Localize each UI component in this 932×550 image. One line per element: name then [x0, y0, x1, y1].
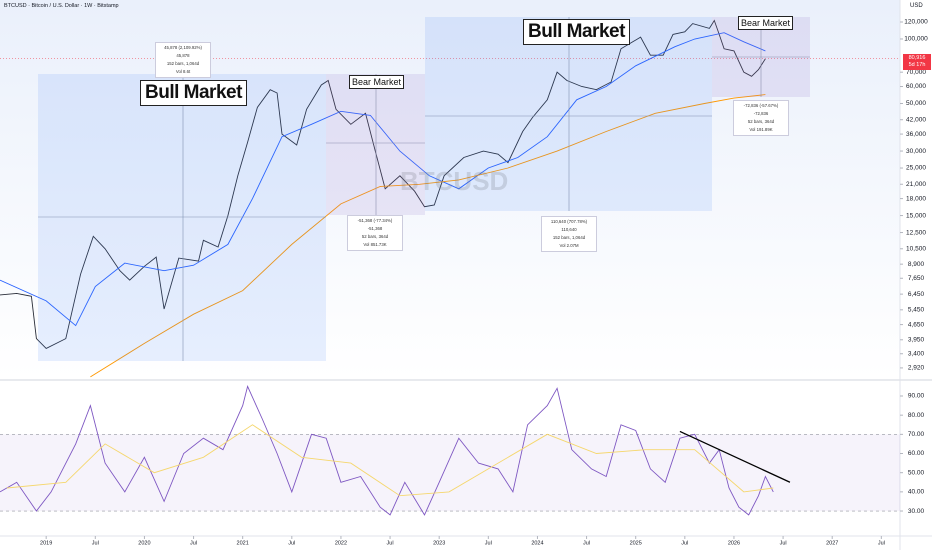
- y-tick-label: 80.00: [908, 412, 925, 419]
- y-tick-label: 6,450: [908, 291, 925, 298]
- measure-info: -51,368 (-77.34%) -51,368 52 bars, 364d Vo…: [347, 215, 403, 251]
- x-tick-label: Jul: [583, 540, 590, 546]
- measure-text: 52 bars, 364d: [747, 119, 775, 124]
- x-tick-label: 2027: [826, 540, 838, 546]
- box-title: Bear Market: [349, 75, 405, 89]
- x-tick-label: Jul: [190, 540, 197, 546]
- countdown: 5d 17h: [908, 61, 926, 68]
- measure-text: 152 bars, 1,064d: [552, 235, 586, 240]
- y-tick-label: 60,000: [906, 83, 926, 90]
- y-tick-label: 18,000: [906, 195, 926, 202]
- y-tick-label: 2,920: [908, 365, 925, 372]
- x-tick-label: 2023: [433, 540, 445, 546]
- price-pane: [0, 0, 900, 378]
- y-tick-label: 30.00: [908, 508, 925, 515]
- currency-label: USD: [910, 3, 923, 9]
- trend-line: [679, 430, 791, 483]
- range-box: [425, 17, 712, 211]
- series-line: [0, 19, 766, 349]
- x-tick-label: 2019: [40, 540, 52, 546]
- measure-text: -72,836 (-57.67%) -72,836: [743, 103, 779, 116]
- measure-info: 110,640 (707.78%) 110,640 152 bars, 1,064…: [541, 216, 597, 252]
- y-tick-label: 100,000: [904, 36, 928, 43]
- y-tick-label: 70.00: [908, 431, 925, 438]
- symbol-header[interactable]: BTCUSD · Bitcoin / U.S. Dollar · 1W · Bi…: [4, 3, 119, 9]
- y-tick-label: 70,000: [906, 69, 926, 76]
- measure-text: 52 bars, 364d: [361, 234, 389, 239]
- x-tick-label: Jul: [288, 540, 295, 546]
- watermark: BTCUSD: [400, 166, 509, 196]
- last-price: 80,916: [908, 54, 926, 61]
- measure-text: Vol 2.07M: [559, 243, 579, 248]
- x-tick-label: 2025: [630, 540, 642, 546]
- y-tick-label: 120,000: [904, 19, 928, 26]
- x-tick-label: 2026: [728, 540, 740, 546]
- x-tick-label: Jul: [387, 540, 394, 546]
- y-tick-label: 90.00: [908, 393, 925, 400]
- y-tick-label: 50.00: [908, 469, 925, 476]
- annotations: [38, 17, 810, 361]
- series-line: [90, 94, 766, 378]
- box-title: Bear Market: [738, 16, 794, 30]
- y-tick-label: 3,950: [908, 337, 925, 344]
- y-tick-label: 50,000: [906, 100, 926, 107]
- y-tick-label: 4,650: [908, 321, 925, 328]
- y-tick-label: 5,450: [908, 307, 925, 314]
- measure-text: 152 bars, 1,064d: [166, 61, 200, 66]
- measure-text: Vol 191.89K: [749, 127, 773, 132]
- x-tick-label: 2022: [335, 540, 347, 546]
- y-tick-label: 30,000: [906, 148, 926, 155]
- range-box: [712, 17, 810, 97]
- y-tick-label: 60.00: [908, 450, 925, 457]
- x-tick-label: Jul: [780, 540, 787, 546]
- measure-text: Vol 851.73K: [363, 242, 387, 247]
- x-tick-label: 2020: [138, 540, 150, 546]
- y-tick-label: 10,500: [906, 245, 926, 252]
- last-price-badge: 80,916 5d 17h: [903, 53, 931, 70]
- range-box: [326, 74, 425, 215]
- box-title: Bull Market: [140, 80, 247, 106]
- measure-info: -72,836 (-57.67%) -72,836 52 bars, 364d Vo…: [733, 100, 789, 136]
- x-tick-label: Jul: [92, 540, 99, 546]
- y-tick-label: 40.00: [908, 489, 925, 496]
- y-tick-label: 8,900: [908, 261, 925, 268]
- y-tick-label: 36,000: [906, 131, 926, 138]
- measure-info: 45,878 (2,109.92%) 45,878 152 bars, 1,064…: [155, 42, 211, 78]
- range-box: [38, 74, 326, 361]
- measure-text: 110,640 (707.78%) 110,640: [550, 219, 588, 232]
- measure-text: 45,878 (2,109.92%) 45,878: [164, 45, 202, 58]
- y-tick-label: 12,500: [906, 229, 926, 236]
- x-tick-label: Jul: [485, 540, 492, 546]
- x-tick-label: Jul: [878, 540, 885, 546]
- box-title: Bull Market: [523, 19, 630, 45]
- measure-text: Vol 8.6t: [175, 69, 191, 74]
- series-line: [6, 424, 774, 497]
- y-tick-label: 25,000: [906, 165, 926, 172]
- x-tick-label: 2024: [531, 540, 543, 546]
- y-tick-label: 3,400: [908, 350, 925, 357]
- y-tick-label: 15,000: [906, 212, 926, 219]
- measure-text: -51,368 (-77.34%) -51,368: [357, 218, 393, 231]
- y-tick-label: 42,000: [906, 116, 926, 123]
- x-tick-label: Jul: [681, 540, 688, 546]
- x-tick-label: 2021: [237, 540, 249, 546]
- y-tick-label: 21,000: [906, 181, 926, 188]
- series-line: [0, 32, 766, 327]
- y-tick-label: 7,650: [908, 275, 925, 282]
- rsi-band: [0, 434, 900, 512]
